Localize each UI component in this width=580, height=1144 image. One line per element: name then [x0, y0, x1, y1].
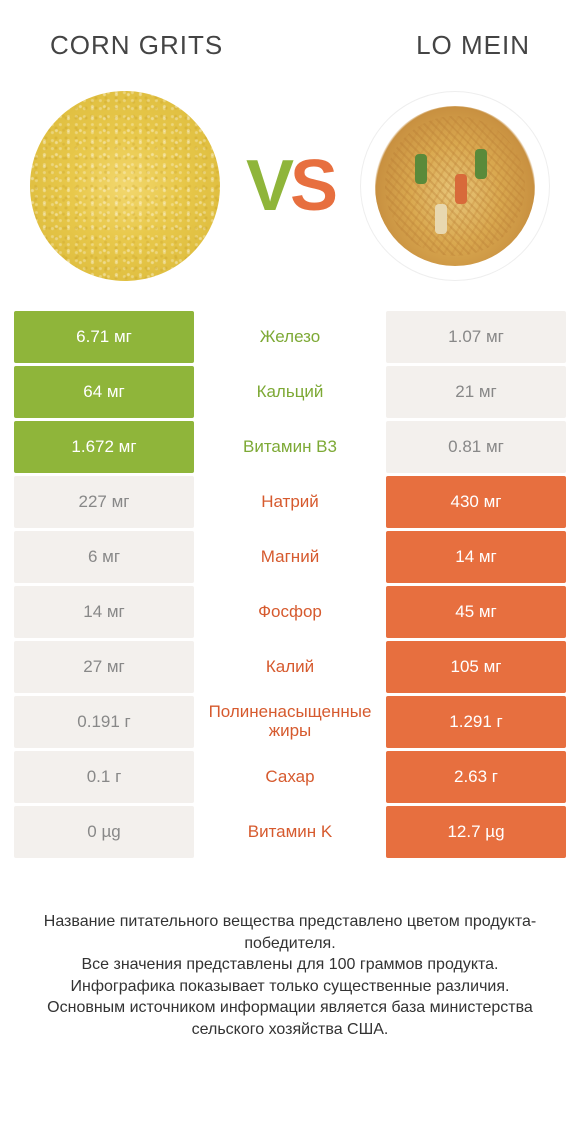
left-value: 1.672 мг — [14, 421, 194, 473]
table-row: 6.71 мгЖелезо1.07 мг — [14, 311, 566, 363]
right-title: Lo mein — [416, 30, 530, 61]
right-value: 1.07 мг — [386, 311, 566, 363]
nutrient-label: Железо — [194, 311, 386, 363]
nutrient-label: Витамин K — [194, 806, 386, 858]
nutrient-label: Натрий — [194, 476, 386, 528]
vs-label: VS — [246, 145, 334, 227]
table-row: 227 мгНатрий430 мг — [14, 476, 566, 528]
header: Corn grits Lo mein — [0, 0, 580, 71]
footer-line: Основным источником информации является … — [30, 997, 550, 1040]
table-row: 64 мгКальций21 мг — [14, 366, 566, 418]
right-value: 45 мг — [386, 586, 566, 638]
vs-s: S — [290, 145, 334, 227]
nutrient-label: Витамин B3 — [194, 421, 386, 473]
right-value: 1.291 г — [386, 696, 566, 748]
table-row: 0.191 гПолиненасыщенные жиры1.291 г — [14, 696, 566, 748]
table-row: 27 мгКалий105 мг — [14, 641, 566, 693]
right-value: 14 мг — [386, 531, 566, 583]
lo-mein-inner — [375, 106, 535, 266]
table-row: 0.1 гСахар2.63 г — [14, 751, 566, 803]
table-row: 0 µgВитамин K12.7 µg — [14, 806, 566, 858]
nutrient-label: Магний — [194, 531, 386, 583]
nutrient-label: Калий — [194, 641, 386, 693]
right-value: 2.63 г — [386, 751, 566, 803]
footer-line: Все значения представлены для 100 граммо… — [30, 954, 550, 976]
nutrient-label: Кальций — [194, 366, 386, 418]
left-value: 0 µg — [14, 806, 194, 858]
left-value: 0.1 г — [14, 751, 194, 803]
table-row: 14 мгФосфор45 мг — [14, 586, 566, 638]
right-value: 0.81 мг — [386, 421, 566, 473]
nutrient-label: Сахар — [194, 751, 386, 803]
right-value: 105 мг — [386, 641, 566, 693]
nutrient-label: Фосфор — [194, 586, 386, 638]
images-row: VS — [0, 71, 580, 311]
left-value: 27 мг — [14, 641, 194, 693]
corn-grits-image — [30, 91, 220, 281]
table-row: 1.672 мгВитамин B30.81 мг — [14, 421, 566, 473]
left-value: 14 мг — [14, 586, 194, 638]
footer-text: Название питательного вещества представл… — [0, 861, 580, 1061]
left-value: 227 мг — [14, 476, 194, 528]
left-title: Corn grits — [50, 30, 223, 61]
nutrient-label: Полиненасыщенные жиры — [194, 696, 386, 748]
left-value: 64 мг — [14, 366, 194, 418]
right-value: 21 мг — [386, 366, 566, 418]
footer-line: Название питательного вещества представл… — [30, 911, 550, 954]
lo-mein-image — [360, 91, 550, 281]
left-value: 0.191 г — [14, 696, 194, 748]
right-value: 430 мг — [386, 476, 566, 528]
right-value: 12.7 µg — [386, 806, 566, 858]
footer-line: Инфографика показывает только существенн… — [30, 976, 550, 998]
vs-v: V — [246, 145, 290, 227]
left-value: 6 мг — [14, 531, 194, 583]
table-row: 6 мгМагний14 мг — [14, 531, 566, 583]
comparison-table: 6.71 мгЖелезо1.07 мг64 мгКальций21 мг1.6… — [0, 311, 580, 858]
left-value: 6.71 мг — [14, 311, 194, 363]
